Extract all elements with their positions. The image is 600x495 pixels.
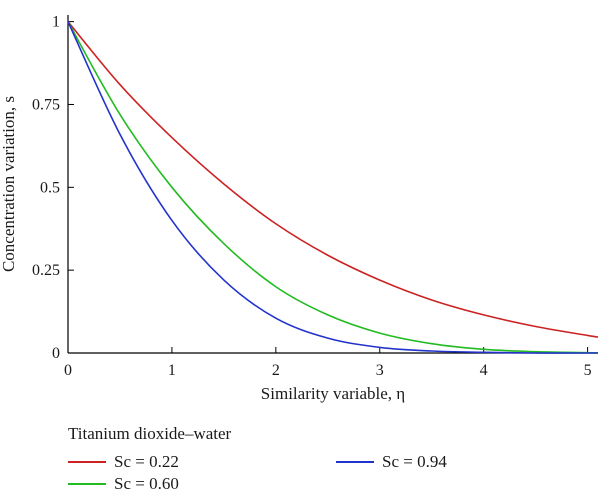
legend-swatch [68,483,106,485]
series-line-sc-0-22 [67,21,599,338]
legend-label: Sc = 0.22 [114,452,179,471]
y-tick-label: 0 [52,345,60,362]
legend-label: Sc = 0.94 [382,452,447,471]
legend-swatch [68,461,106,463]
series-lines [67,21,599,354]
y-tick-label: 0.5 [40,179,60,196]
x-tick-label: 4 [480,362,488,379]
y-tick-label: 1 [52,14,60,31]
x-tick-label: 2 [272,362,280,379]
series-line-sc-0-60 [67,21,599,354]
legend-item-sc-060: Sc = 0.60 [68,474,179,494]
legend-item-sc-094: Sc = 0.94 [336,452,447,472]
legend-item-sc-022: Sc = 0.22 [68,452,179,472]
legend-swatch [336,461,374,463]
y-axis-label: Concentration variation, s [0,96,18,272]
x-tick-label: 1 [168,362,176,379]
line-chart: 0 1 2 3 4 5 0 0.25 0.5 0.75 1 Similarity variable,… [0,14,599,403]
series-line-sc-0-94 [67,21,598,354]
legend-title: Titanium dioxide–water [68,424,232,443]
legend-label: Sc = 0.60 [114,474,179,493]
x-axis-label: Similarity variable, η [261,384,405,403]
x-tick-label: 5 [584,362,592,379]
x-tick-label: 3 [376,362,384,379]
axis-ticks: 0 1 2 3 4 5 0 0.25 0.5 0.75 1 [32,14,592,379]
y-tick-label: 0.25 [32,262,60,279]
x-tick-label: 0 [64,362,72,379]
y-tick-label: 0.75 [32,96,60,113]
legend: Titanium dioxide–water Sc = 0.22 Sc = 0.… [68,424,588,494]
